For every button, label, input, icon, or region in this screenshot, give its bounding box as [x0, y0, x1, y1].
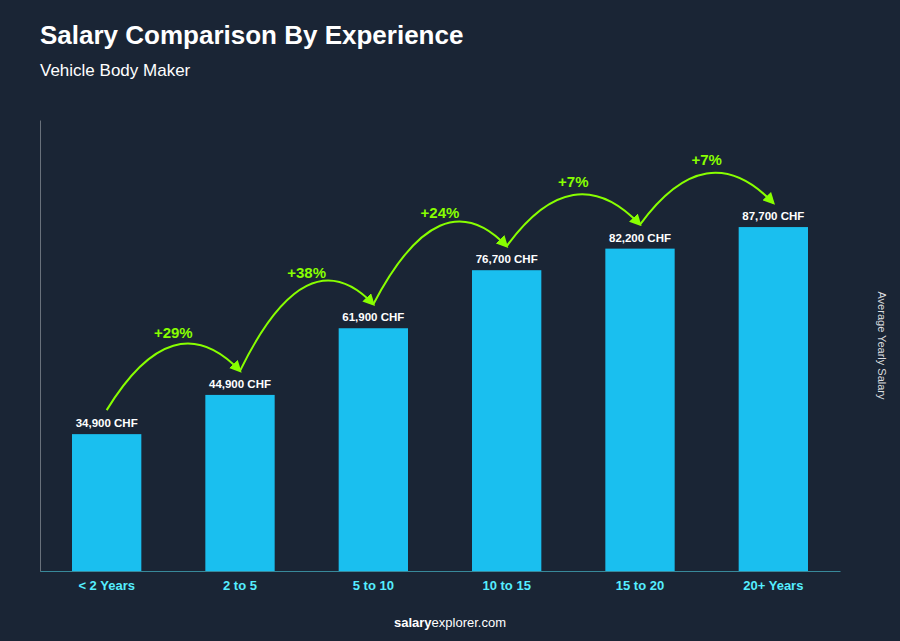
data-label: 76,700 CHF	[476, 253, 538, 265]
data-label: 61,900 CHF	[342, 311, 404, 323]
x-tick: 5 to 10	[353, 571, 394, 593]
bar	[339, 328, 408, 571]
x-axis-line	[41, 571, 841, 572]
x-tick-label: 20+ Years	[743, 578, 803, 593]
footer-part: salary	[394, 615, 432, 630]
bar	[605, 249, 674, 571]
x-tick: 2 to 5	[223, 571, 257, 593]
bar	[739, 227, 808, 571]
y-axis	[40, 121, 41, 572]
change-label: +7%	[691, 151, 721, 168]
title: Salary Comparison By Experience	[40, 20, 463, 50]
data-label: 87,700 CHF	[742, 210, 804, 222]
change-label: +7%	[558, 173, 588, 190]
y-label: Average Yearly Salary	[876, 291, 888, 400]
bar	[72, 434, 141, 571]
change-arc	[107, 344, 240, 411]
x-tick-label: 10 to 15	[482, 578, 530, 593]
x-tick-label: < 2 Years	[78, 578, 135, 593]
change-arc	[240, 281, 373, 371]
bar	[205, 395, 274, 571]
change-arc	[640, 173, 773, 225]
x-tick-label: 5 to 10	[353, 578, 394, 593]
data-label: 44,900 CHF	[209, 378, 271, 390]
change-label: +24%	[421, 204, 460, 221]
chart: Salary Comparison By Experience Vehicle B…	[0, 0, 900, 641]
y-axis-line	[40, 121, 41, 572]
data-label: 34,900 CHF	[76, 417, 138, 429]
footer-part: explorer.com	[432, 615, 506, 630]
change-arc	[507, 194, 640, 246]
x-tick: 15 to 20	[616, 571, 664, 593]
x-tick: 10 to 15	[482, 571, 530, 593]
bars	[72, 227, 808, 571]
change-label: +38%	[287, 264, 326, 281]
x-tick: 20+ Years	[743, 571, 803, 593]
data-label: 82,200 CHF	[609, 232, 671, 244]
x-tick-label: 15 to 20	[616, 578, 664, 593]
change-arcs: +29% +38% +24% +7% +7%	[107, 151, 774, 410]
bar	[472, 270, 541, 571]
x-tick: < 2 Years	[78, 571, 135, 593]
change-arc	[373, 221, 506, 304]
data-labels: 34,900 CHF 44,900 CHF 61,900 CHF 76,700 CHF…	[76, 210, 805, 429]
footer: salaryexplorer.com	[394, 615, 506, 630]
change-label: +29%	[154, 324, 193, 341]
x-axis: < 2 Years 2 to 5 5 to 10 10 to 15 15 to 20 20…	[41, 571, 841, 593]
x-tick-label: 2 to 5	[223, 578, 257, 593]
subtitle: Vehicle Body Maker	[40, 61, 191, 80]
